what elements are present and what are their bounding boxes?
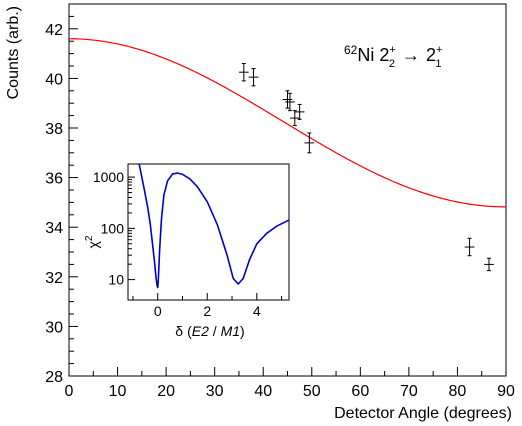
y-axis-label: Counts (arb.) <box>5 6 22 99</box>
data-point <box>464 237 475 257</box>
inset-x-e2: E2 <box>192 323 209 339</box>
inset-x-tick-label: 0 <box>154 303 162 319</box>
y-tick-label: 40 <box>45 71 63 88</box>
x-tick-label: 90 <box>497 383 515 400</box>
inset-x-open-paren: ( <box>187 323 192 339</box>
x-tick-label: 10 <box>109 383 127 400</box>
y-tick-label: 30 <box>45 319 63 336</box>
data-point <box>484 257 494 272</box>
y-tick-label: 38 <box>45 121 63 138</box>
inset-x-delta: δ <box>175 323 183 339</box>
title-initial-state: 2 <box>379 45 389 65</box>
fit-curve <box>68 38 507 208</box>
y-tick-label: 34 <box>45 220 63 237</box>
inset-frame <box>127 163 290 301</box>
title-final-subscript: 1 <box>435 58 441 70</box>
inset-y-tick-label: 10 <box>108 272 124 288</box>
chi-squared-curve <box>138 163 290 289</box>
x-tick-label: 30 <box>206 383 224 400</box>
inset-y-tick-label: 100 <box>101 220 125 236</box>
title-element: Ni <box>357 45 374 65</box>
y-tick-label: 42 <box>45 22 63 39</box>
x-tick-label: 50 <box>303 383 321 400</box>
x-tick-label: 60 <box>351 383 369 400</box>
inset-x-axis-label: δ (E2 / M1) <box>175 323 244 339</box>
inset-y-superscript: 2 <box>84 235 95 241</box>
title-final-state: 2 <box>426 45 436 65</box>
y-tick-label: 28 <box>45 369 63 386</box>
title-arrow: → <box>402 45 420 65</box>
x-tick-label: 70 <box>400 383 418 400</box>
inset-x-close-paren: ) <box>240 323 245 339</box>
x-tick-label: 20 <box>157 383 175 400</box>
inset-x-m1: M1 <box>221 323 240 339</box>
inset-y-axis-label: χ2 <box>84 235 101 248</box>
y-tick-label: 36 <box>45 171 63 188</box>
title-initial-superscript: + <box>389 44 395 56</box>
title-mass-number: 62 <box>344 43 358 57</box>
x-tick-label: 40 <box>254 383 272 400</box>
x-tick-label: 80 <box>449 383 467 400</box>
data-point <box>238 63 249 82</box>
inset-x-separator: / <box>209 323 221 339</box>
inset-plot: 0 2 4 10 100 1000 <box>93 163 290 319</box>
data-point <box>294 103 305 120</box>
x-tick-label: 0 <box>65 383 74 400</box>
title-initial-subscript: 2 <box>389 58 395 70</box>
chart-title: 62Ni 2+ 2 → 2+ 1 <box>344 43 442 70</box>
inset-x-tick-label: 2 <box>203 303 211 319</box>
y-tick-label: 32 <box>45 270 63 287</box>
inset-x-tick-label: 4 <box>253 303 261 319</box>
data-point <box>289 110 300 127</box>
data-point <box>285 92 295 112</box>
data-point <box>304 132 315 154</box>
data-point <box>282 90 293 109</box>
title-final-superscript: + <box>436 44 442 56</box>
inset-y-chi: χ <box>85 240 101 248</box>
inset-y-tick-label: 1000 <box>93 169 124 185</box>
data-point <box>248 67 259 87</box>
x-axis-label: Detector Angle (degrees) <box>334 405 512 422</box>
